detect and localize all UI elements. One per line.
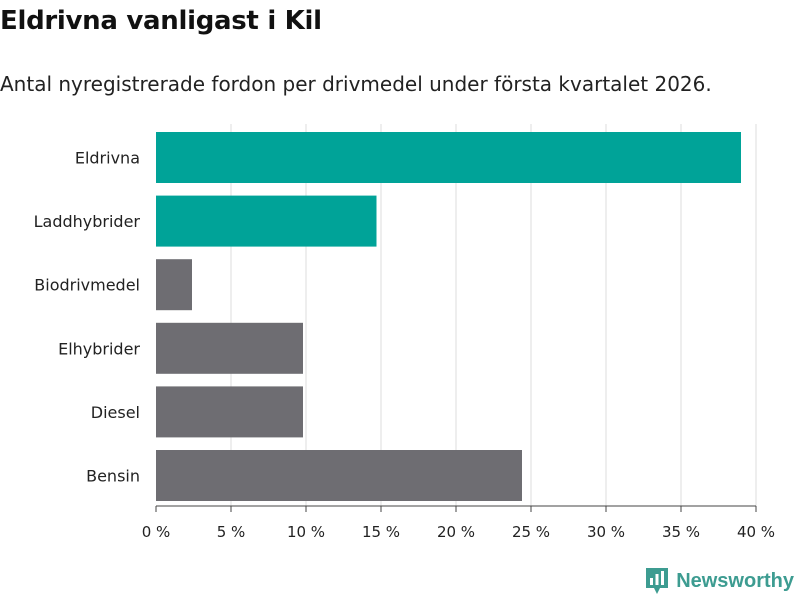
category-label: Elhybrider bbox=[58, 339, 140, 358]
bar-biodrivmedel bbox=[156, 259, 192, 311]
bar-eldrivna bbox=[156, 132, 741, 183]
brand-logo: Newsworthy bbox=[644, 566, 794, 596]
x-tick-label: 35 % bbox=[662, 523, 700, 541]
x-tick-label: 20 % bbox=[437, 523, 475, 541]
x-tick-label: 10 % bbox=[287, 523, 325, 541]
chart-subtitle: Antal nyregistrerade fordon per drivmede… bbox=[0, 72, 712, 96]
x-tick-label: 15 % bbox=[362, 523, 400, 541]
bar-laddhybrider bbox=[156, 195, 377, 247]
category-label: Biodrivmedel bbox=[34, 276, 140, 295]
category-labels: Eldrivna Laddhybrider Biodrivmedel Elhybrid… bbox=[34, 149, 141, 486]
newsworthy-logo-icon bbox=[646, 568, 669, 594]
x-tick-label: 25 % bbox=[512, 523, 550, 541]
x-tick-label: 5 % bbox=[217, 523, 246, 541]
bar-diesel bbox=[156, 386, 303, 438]
category-label: Diesel bbox=[91, 403, 140, 422]
x-tick-label: 30 % bbox=[587, 523, 625, 541]
bar-series bbox=[156, 132, 741, 501]
category-label: Laddhybrider bbox=[34, 212, 141, 231]
chart-title: Eldrivna vanligast i Kil bbox=[0, 6, 322, 36]
x-tick-label: 0 % bbox=[142, 523, 171, 541]
bar-bensin bbox=[156, 450, 522, 501]
category-label: Bensin bbox=[86, 467, 140, 486]
x-axis: 0 % 5 % 10 % 15 % 20 % 25 % 30 % 35 % 40 % bbox=[142, 505, 775, 541]
category-label: Eldrivna bbox=[75, 149, 140, 168]
grid-lines bbox=[230, 124, 757, 506]
x-tick-label: 40 % bbox=[737, 523, 775, 541]
bar-elhybrider bbox=[156, 322, 303, 374]
brand-name: Newsworthy bbox=[676, 569, 794, 592]
